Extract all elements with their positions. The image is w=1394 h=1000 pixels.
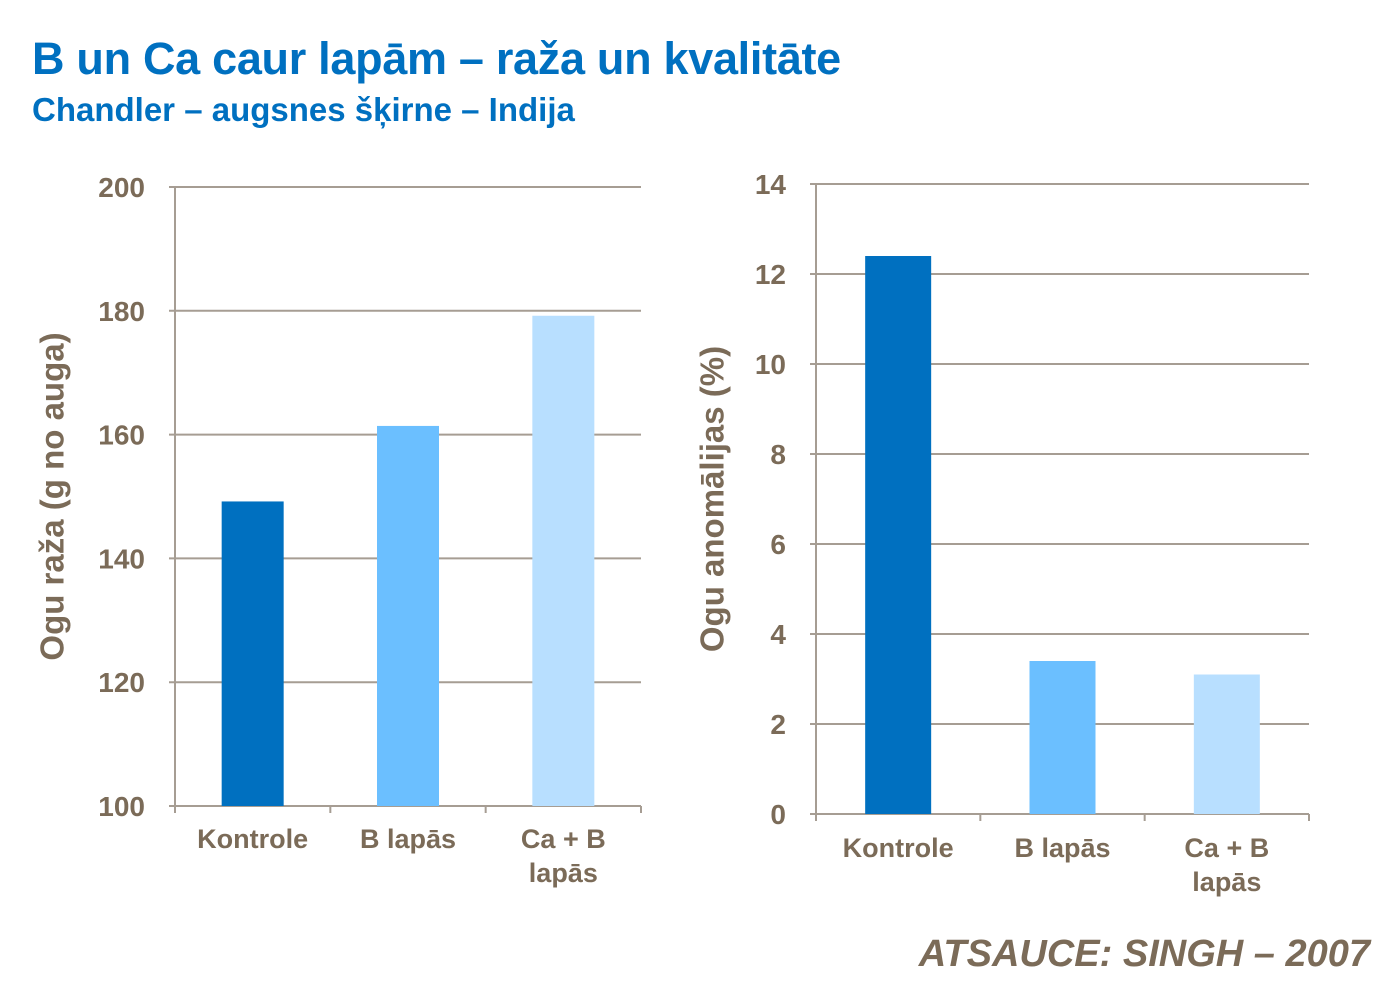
y-tick-label: 14 xyxy=(755,169,787,200)
y-tick-label: 6 xyxy=(770,529,786,560)
bar-b-lap-s xyxy=(1029,661,1096,814)
x-category-label: B lapās xyxy=(1014,833,1110,863)
y-tick-label: 100 xyxy=(98,791,145,822)
y-axis-title: Ogu anomālijas (%) xyxy=(694,346,731,652)
x-category-label: lapās xyxy=(529,858,598,888)
y-tick-label: 180 xyxy=(98,296,145,327)
y-tick-label: 8 xyxy=(770,439,786,470)
y-tick-label: 160 xyxy=(98,420,145,451)
y-tick-label: 140 xyxy=(98,543,145,574)
bar-kontrole xyxy=(221,501,284,806)
y-tick-label: 4 xyxy=(770,619,786,650)
y-tick-label: 120 xyxy=(98,667,145,698)
bar-ca-b-lap-s xyxy=(532,315,595,806)
x-category-label: Kontrole xyxy=(197,824,308,854)
chart-subtitle: Chandler – augsnes šķirne – Indija xyxy=(32,91,575,128)
y-tick-label: 2 xyxy=(770,709,786,740)
bar-ca-b-lap-s xyxy=(1193,674,1260,814)
y-tick-label: 0 xyxy=(770,799,786,830)
y-tick-label: 200 xyxy=(98,172,145,203)
x-category-label: Ca + B xyxy=(1184,833,1269,863)
source-citation: ATSAUCE: SINGH – 2007 xyxy=(918,933,1370,975)
y-tick-label: 12 xyxy=(755,259,786,290)
x-category-label: lapās xyxy=(1192,867,1261,897)
bar-kontrole xyxy=(865,256,932,814)
chart-title: B un Ca caur lapām – raža un kvalitāte xyxy=(32,33,841,84)
x-category-label: Kontrole xyxy=(843,833,954,863)
x-category-label: Ca + B xyxy=(521,824,606,854)
y-tick-label: 10 xyxy=(755,349,786,380)
y-axis-title: Ogu raža (g no auga) xyxy=(34,332,71,660)
x-category-label: B lapās xyxy=(360,824,456,854)
bar-b-lap-s xyxy=(377,425,439,806)
